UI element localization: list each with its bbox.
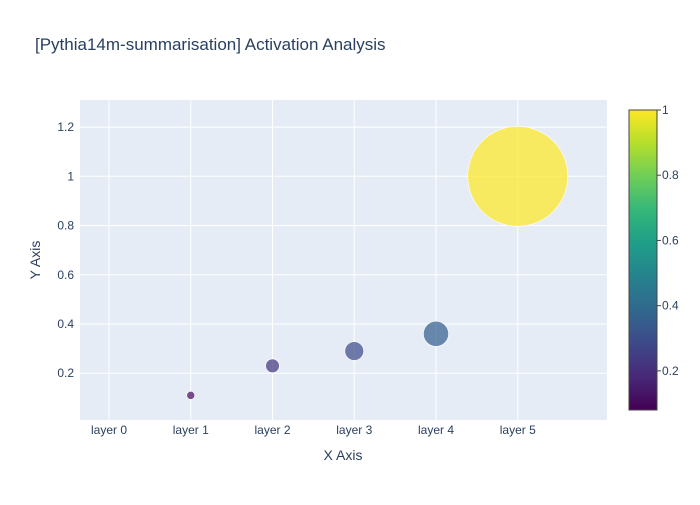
y-tick-label: 1.2 [57, 120, 74, 134]
colorbar [628, 109, 658, 411]
x-tick-label: layer 2 [254, 423, 290, 437]
x-tick-label: layer 4 [418, 423, 454, 437]
y-axis-title: Y Axis [27, 241, 43, 280]
x-tick-label: layer 0 [91, 423, 127, 437]
y-axis-ticks: 0.2 0.4 0.6 0.8 1 1.2 [57, 120, 74, 380]
y-tick-label: 0.6 [57, 268, 74, 282]
y-tick-label: 0.8 [57, 219, 74, 233]
scatter-point[interactable] [423, 320, 449, 347]
scatter-point[interactable] [265, 358, 280, 374]
x-tick-label: layer 3 [336, 423, 372, 437]
colorbar-tick-label: 0.8 [662, 168, 679, 182]
x-axis-title: X Axis [324, 447, 363, 463]
y-tick-label: 0.2 [57, 366, 74, 380]
x-tick-label: layer 1 [173, 423, 209, 437]
x-tick-label: layer 5 [500, 423, 536, 437]
colorbar-tick-label: 1 [662, 103, 669, 117]
y-tick-label: 0.4 [57, 317, 74, 331]
scatter-point[interactable] [344, 341, 364, 361]
scatter-point[interactable] [186, 391, 196, 400]
scatter-point[interactable] [467, 126, 569, 227]
colorbar-ticks: 0.2 0.4 0.6 0.8 1 [657, 103, 679, 378]
colorbar-tick-label: 0.6 [662, 233, 679, 247]
data-points [186, 126, 569, 400]
colorbar-tick-label: 0.2 [662, 364, 679, 378]
chart-title: [Pythia14m-summarisation] Activation Ana… [35, 35, 386, 54]
colorbar-tick-label: 0.4 [662, 299, 679, 313]
y-tick-label: 1 [67, 169, 74, 183]
x-axis-ticks: layer 0 layer 1 layer 2 layer 3 layer 4 layer… [91, 423, 536, 437]
